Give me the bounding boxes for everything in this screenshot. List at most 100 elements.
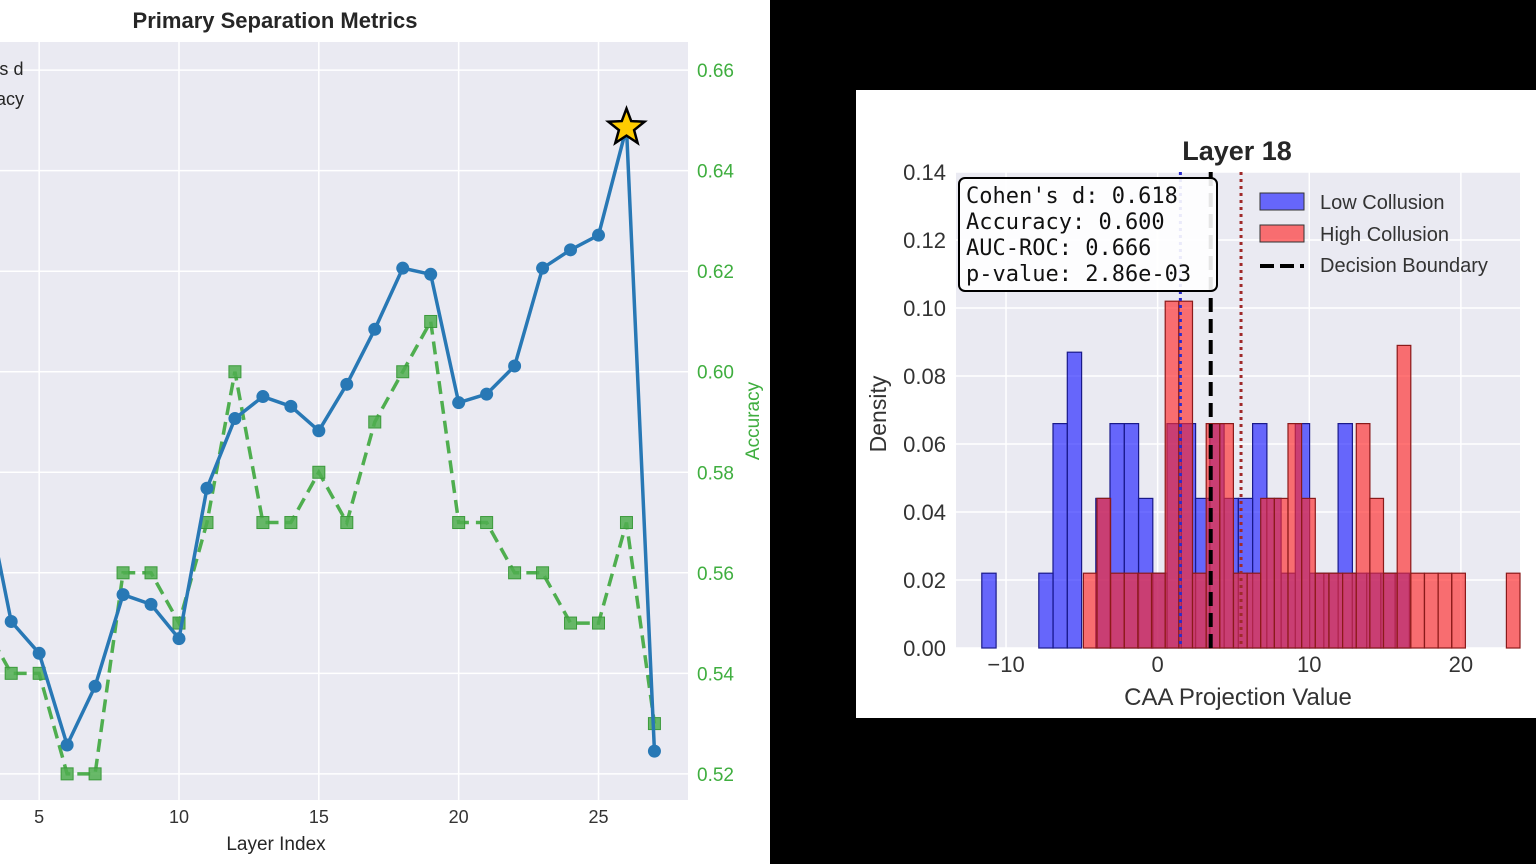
accuracy-marker <box>424 314 438 328</box>
legend-label-decision-boundary: Decision Boundary <box>1320 255 1488 277</box>
cohens-d-marker <box>340 377 354 391</box>
high-collusion-bar <box>1328 572 1344 649</box>
high-collusion-bar <box>1314 572 1330 649</box>
cohens-d-marker <box>564 243 578 257</box>
accuracy-marker <box>480 516 494 530</box>
high-collusion-bar <box>1505 572 1521 649</box>
cohens-d-marker <box>4 615 18 629</box>
accuracy-marker <box>592 616 606 630</box>
left-x-axis-label: Layer Index <box>226 834 326 855</box>
accuracy-marker <box>256 516 270 530</box>
stats-accuracy: Accuracy: 0.600 <box>966 210 1165 235</box>
right-chart-title: Layer 18 <box>1182 136 1292 166</box>
right-histogram <box>981 300 1521 649</box>
high-collusion-bar <box>1205 423 1221 649</box>
cohens-d-marker <box>172 632 186 646</box>
accuracy-marker <box>340 516 354 530</box>
accuracy-marker <box>312 465 326 479</box>
left-y2-tick-label: 0.66 <box>697 61 734 82</box>
cohens-d-marker <box>228 412 242 426</box>
right-y-tick-label: 0.04 <box>903 500 946 525</box>
high-collusion-bar <box>1273 497 1289 649</box>
left-y2-tick-label: 0.52 <box>697 765 734 786</box>
right-y-tick-label: 0.10 <box>903 296 946 321</box>
right-x-ticks: −10 0 10 20 <box>987 652 1473 677</box>
stats-box-frame <box>958 177 1218 292</box>
high-collusion-bar <box>1396 344 1412 649</box>
high-collusion-bar <box>1451 572 1467 649</box>
accuracy-marker <box>284 516 298 530</box>
cohens-d-marker <box>144 597 158 611</box>
high-collusion-bar <box>1369 497 1385 649</box>
stats-auc-roc: AUC-ROC: 0.666 <box>966 236 1151 261</box>
right-y-tick-label: 0.00 <box>903 636 946 661</box>
left-y2-ticks: 0.52 0.54 0.56 0.58 0.60 0.62 0.64 0.66 <box>697 61 734 786</box>
right-legend: Low Collusion High Collusion Decision Bo… <box>1259 192 1488 277</box>
left-y2-tick-label: 0.62 <box>697 262 734 283</box>
high-collusion-bar <box>1096 497 1112 649</box>
low-collusion-bar <box>1038 572 1054 649</box>
stats-box: Cohen's d: 0.618 Accuracy: 0.600 AUC-ROC… <box>958 177 1218 292</box>
right-y-tick-label: 0.08 <box>903 364 946 389</box>
accuracy-marker <box>116 566 130 580</box>
legend-label-high-collusion: High Collusion <box>1320 224 1449 246</box>
left-x-tick-label: 15 <box>309 807 329 827</box>
accuracy-marker <box>396 365 410 379</box>
accuracy-marker <box>228 365 242 379</box>
legend-swatch-low-collusion <box>1259 192 1305 211</box>
high-collusion-bar <box>1150 572 1166 649</box>
left-gridlines <box>0 42 688 800</box>
high-collusion-bar <box>1437 572 1453 649</box>
cohens-d-marker <box>60 738 74 752</box>
high-collusion-bar <box>1382 572 1398 649</box>
left-x-tick-label: 5 <box>34 807 44 827</box>
high-collusion-bar <box>1082 572 1098 649</box>
right-y-tick-label: 0.06 <box>903 432 946 457</box>
left-legend-entry-accuracy: acy <box>0 89 24 109</box>
right-y-ticks: 0.00 0.02 0.04 0.06 0.08 0.10 0.12 0.14 <box>903 160 946 661</box>
right-x-tick-label: 10 <box>1297 652 1321 677</box>
legend-label-low-collusion: Low Collusion <box>1320 192 1445 214</box>
cohens-d-marker <box>32 646 46 660</box>
left-x-tick-label: 25 <box>588 807 608 827</box>
high-collusion-bar <box>1109 572 1125 649</box>
accuracy-marker <box>564 616 578 630</box>
low-collusion-bar <box>1052 423 1068 649</box>
left-x-ticks: 5 10 15 20 25 <box>34 807 608 827</box>
left-y2-tick-label: 0.58 <box>697 463 734 484</box>
right-y-tick-label: 0.14 <box>903 160 946 185</box>
accuracy-marker <box>60 767 74 781</box>
cohens-d-marker <box>256 390 270 404</box>
high-collusion-bar <box>1260 497 1275 649</box>
stats-cohens-d: Cohen's d: 0.618 <box>966 184 1178 209</box>
cohens-d-marker <box>536 261 550 275</box>
cohens-d-marker <box>312 424 326 438</box>
accuracy-marker <box>508 566 522 580</box>
cohens-d-marker <box>116 588 130 602</box>
high-collusion-bar <box>1191 572 1207 649</box>
cohens-d-marker <box>284 399 298 413</box>
cohens-d-marker <box>200 481 214 495</box>
accuracy-marker <box>4 666 18 680</box>
accuracy-marker <box>368 415 382 429</box>
high-collusion-bar <box>1219 423 1235 649</box>
high-collusion-bar <box>1355 423 1371 649</box>
low-collusion-bar <box>981 572 997 649</box>
cohens-d-marker <box>368 322 382 336</box>
left-series <box>0 105 661 781</box>
right-x-tick-label: 20 <box>1449 652 1473 677</box>
left-y2-tick-label: 0.54 <box>697 664 734 685</box>
low-collusion-bar <box>1066 351 1083 649</box>
high-collusion-bar <box>1246 572 1262 649</box>
left-chart-title: Primary Separation Metrics <box>133 8 418 33</box>
accuracy-marker <box>452 516 466 530</box>
high-collusion-bar <box>1423 572 1439 649</box>
high-collusion-bar <box>1137 572 1153 649</box>
accuracy-marker <box>88 767 102 781</box>
high-collusion-bar <box>1123 572 1139 649</box>
cohens-d-marker <box>396 261 410 275</box>
right-y-axis-label: Density <box>865 375 891 452</box>
cohens-d-marker <box>452 396 466 410</box>
cohens-d-marker <box>480 387 494 401</box>
